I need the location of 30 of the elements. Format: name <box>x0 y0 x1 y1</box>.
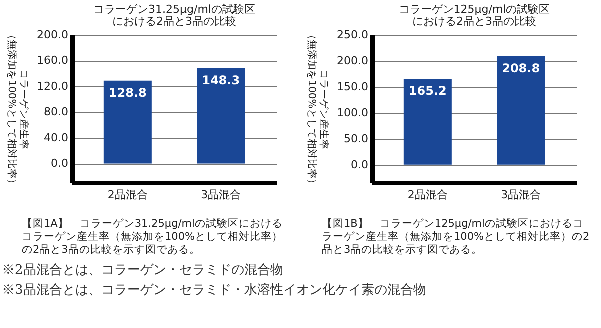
x-tick-label: 2品混合 <box>408 188 448 202</box>
data-label: 148.3 <box>202 73 240 88</box>
y-tick-label: 0.0 <box>351 158 368 172</box>
y-axis-title: コラーゲン産生率（無添加を100%として相対比率） <box>6 30 30 189</box>
text: 【図1A】 コラーゲン31.25μg/mlの試験区におけるコラーゲン産生率（無添加を100%として相対比率）の2品と3品の比較を示す図である。 <box>21 218 284 257</box>
data-label: 165.2 <box>408 84 447 98</box>
x-tick-label: 3品混合 <box>201 188 242 202</box>
y-tick-label: 200.0 <box>37 28 68 42</box>
x-tick-label: 3品混合 <box>501 188 542 202</box>
y-axis-title: コラーゲン産生率（無添加を100%として相対比率） <box>306 30 330 189</box>
y-tick-label: 100.0 <box>337 106 368 120</box>
y-tick-label: 160.0 <box>37 54 68 68</box>
y-tick-label: 200.0 <box>337 54 368 68</box>
y-tick-label: 0.0 <box>51 157 68 170</box>
chart-title: コラーゲン125μg/mlの試験区 <box>398 3 550 16</box>
y-tick-label: 80.0 <box>44 106 68 119</box>
y-tick-label: 150.0 <box>337 80 368 94</box>
chart-subtitle: における2品と3品の比較 <box>112 15 236 28</box>
text: ※2品混合とは、コラーゲン・セラミドの混合物 <box>2 262 284 280</box>
y-tick-label: 250.0 <box>337 28 368 42</box>
chart-subtitle: における2品と3品の比較 <box>412 15 536 28</box>
text: 【図1B】 コラーゲン125μg/mlの試験区におけるコラーゲン産生率（無添加を100%として相対比率）の2品と3品の比較を示す図である。 <box>321 218 591 257</box>
x-tick-label: 2品混合 <box>108 188 148 202</box>
text: ※3品混合とは、コラーゲン・セラミド・水溶性イオン化ケイ素の混合物 <box>2 282 428 300</box>
data-label: 208.8 <box>502 61 540 76</box>
y-tick-label: 40.0 <box>44 131 68 144</box>
y-tick-label: 120.0 <box>37 80 68 93</box>
y-tick-label: 50.0 <box>344 132 368 146</box>
chart-title: コラーゲン31.25μg/mlの試験区 <box>94 3 256 16</box>
data-label: 128.8 <box>108 86 147 100</box>
